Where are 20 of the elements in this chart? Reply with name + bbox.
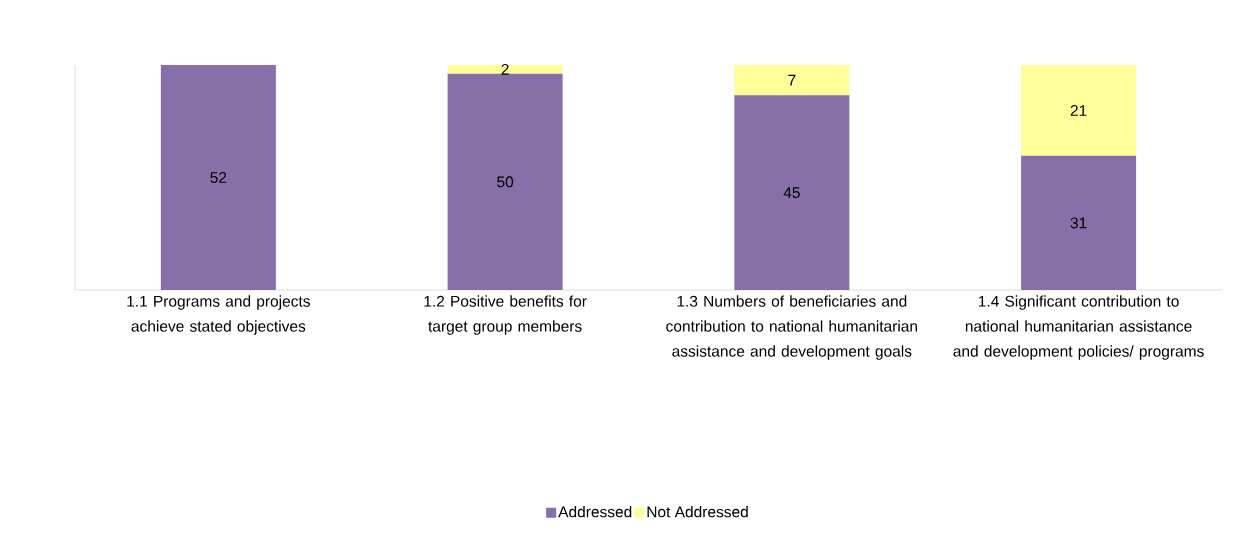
bar [1021, 155, 1137, 290]
data-label: 45 [783, 187, 800, 199]
data-label: 50 [497, 176, 514, 188]
data-label: 2 [501, 63, 509, 75]
x-tick-label: 1.4 Significant contribution to national humanitarian assistance and development policies/ programs [953, 295, 1204, 360]
data-label: 31 [1070, 217, 1087, 229]
bar [160, 65, 276, 290]
x-tick-label: 1.2 Positive benefits for target group members [424, 295, 587, 335]
bar [734, 65, 850, 96]
bar [447, 65, 563, 74]
bar [1021, 65, 1137, 156]
legend-label: Not Addressed [647, 505, 748, 518]
bar [734, 95, 850, 290]
legend-label: Addressed [558, 505, 632, 518]
x-tick-label: 1.3 Numbers of beneficiaries and contribution to national humanitarian assistance and development goals [666, 295, 918, 360]
data-label: 52 [210, 172, 227, 183]
data-label: 7 [788, 74, 796, 86]
bar [447, 73, 563, 290]
x-tick-label: 1.1 Programs and projects achieve stated objectives [127, 295, 310, 335]
data-label: 21 [1070, 105, 1087, 116]
